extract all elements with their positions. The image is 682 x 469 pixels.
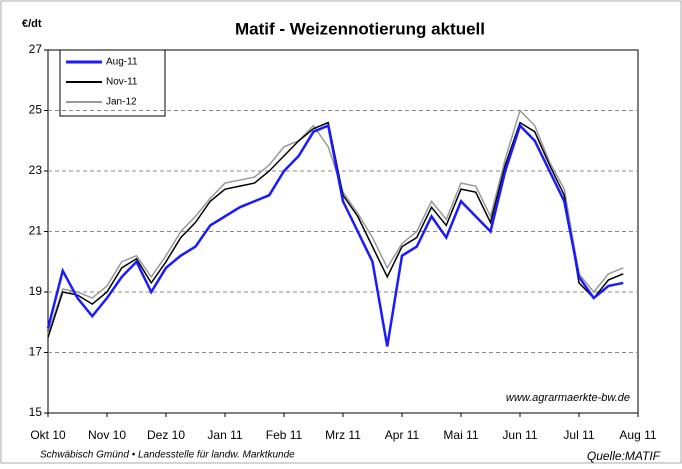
footer: Schwäbisch Gmünd • Landesstelle für land… (40, 450, 295, 461)
x-tick-label: Okt 10 (30, 428, 66, 442)
x-tick-label: Dez 10 (147, 428, 185, 442)
y-tick-label: 17 (29, 345, 43, 359)
annotation: www.agrarmaerkte-bw.de (506, 392, 630, 404)
x-tick-label: Nov 10 (88, 428, 126, 442)
y-tick-label: 23 (29, 163, 43, 177)
x-tick-label: Jun 11 (502, 428, 537, 442)
y-tick-label: 15 (29, 405, 43, 419)
x-tick-label: Mai 11 (443, 428, 478, 442)
x-tick-label: Mrz 11 (325, 428, 361, 442)
legend-label: Aug-11 (106, 57, 138, 68)
y-tick-label: 19 (29, 284, 43, 298)
source: Quelle:MATIF (587, 449, 661, 463)
y-tick-label: 25 (29, 103, 43, 117)
y-tick-label: 21 (29, 224, 43, 238)
x-tick-label: Jan 11 (207, 428, 242, 442)
x-tick-label: Apr 11 (385, 428, 420, 442)
chart-title: Matif - Weizennotierung aktuell (235, 19, 485, 38)
y-label: €/dt (22, 18, 42, 30)
legend-label: Jan-12 (106, 97, 137, 108)
y-tick-label: 27 (29, 42, 43, 56)
x-tick-label: Feb 11 (266, 428, 303, 442)
legend-label: Nov-11 (106, 77, 138, 88)
x-tick-label: Jul 11 (563, 428, 594, 442)
series-line (46, 123, 624, 347)
x-tick-label: Aug 11 (619, 428, 656, 442)
